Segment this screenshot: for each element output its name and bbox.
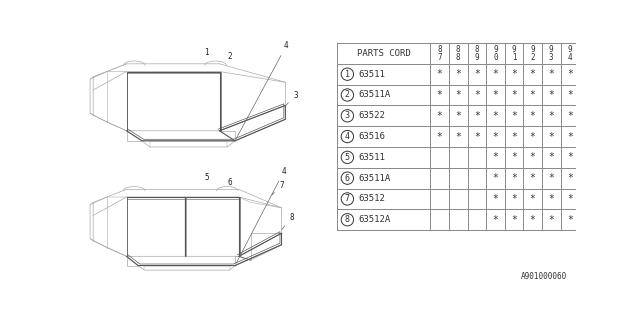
Text: *: * — [567, 111, 573, 121]
Text: 8: 8 — [282, 213, 294, 229]
Text: 5: 5 — [204, 173, 209, 182]
Text: 7: 7 — [272, 181, 284, 195]
Text: A901000060: A901000060 — [520, 272, 566, 281]
Text: *: * — [567, 69, 573, 79]
Text: *: * — [530, 173, 536, 183]
Text: *: * — [511, 90, 517, 100]
Text: 63516: 63516 — [358, 132, 385, 141]
Text: *: * — [474, 111, 480, 121]
Text: *: * — [567, 90, 573, 100]
Text: *: * — [455, 132, 461, 141]
Text: *: * — [436, 69, 442, 79]
Text: 4: 4 — [236, 41, 289, 138]
Text: *: * — [530, 90, 536, 100]
Text: *: * — [492, 69, 499, 79]
Text: *: * — [492, 90, 499, 100]
Text: 8
7: 8 7 — [437, 45, 442, 62]
Text: *: * — [530, 69, 536, 79]
Text: *: * — [548, 173, 554, 183]
Text: *: * — [567, 132, 573, 141]
Text: 8
8: 8 8 — [456, 45, 461, 62]
Text: *: * — [548, 69, 554, 79]
Text: 9
3: 9 3 — [549, 45, 554, 62]
Text: 9
2: 9 2 — [531, 45, 535, 62]
Text: *: * — [455, 69, 461, 79]
Text: *: * — [567, 173, 573, 183]
Text: *: * — [511, 111, 517, 121]
Text: *: * — [492, 152, 499, 162]
Text: 8
9: 8 9 — [474, 45, 479, 62]
Text: *: * — [474, 69, 480, 79]
Text: *: * — [511, 215, 517, 225]
Text: *: * — [492, 111, 499, 121]
Text: *: * — [511, 194, 517, 204]
Text: 9
1: 9 1 — [512, 45, 516, 62]
Text: PARTS CORD: PARTS CORD — [357, 49, 411, 58]
Text: *: * — [455, 90, 461, 100]
Text: 2: 2 — [345, 91, 350, 100]
Text: *: * — [567, 194, 573, 204]
Text: 63512A: 63512A — [358, 215, 390, 224]
Text: *: * — [548, 215, 554, 225]
Text: *: * — [436, 111, 442, 121]
Text: *: * — [436, 132, 442, 141]
Text: *: * — [548, 132, 554, 141]
Text: 6: 6 — [345, 174, 350, 183]
Text: 2: 2 — [227, 52, 232, 61]
Text: 63511: 63511 — [358, 153, 385, 162]
Text: *: * — [567, 215, 573, 225]
Text: 1: 1 — [345, 70, 350, 79]
Text: *: * — [511, 69, 517, 79]
Text: 63511: 63511 — [358, 70, 385, 79]
Text: 63511A: 63511A — [358, 174, 390, 183]
Text: *: * — [530, 111, 536, 121]
Text: *: * — [455, 111, 461, 121]
Text: 9
0: 9 0 — [493, 45, 498, 62]
Text: 3: 3 — [345, 111, 350, 120]
Text: *: * — [492, 215, 499, 225]
Text: *: * — [567, 152, 573, 162]
Text: 1: 1 — [204, 48, 209, 57]
Text: *: * — [492, 194, 499, 204]
Text: 63511A: 63511A — [358, 91, 390, 100]
Text: *: * — [548, 111, 554, 121]
Text: *: * — [530, 215, 536, 225]
Text: 4: 4 — [345, 132, 350, 141]
Text: *: * — [492, 132, 499, 141]
Text: *: * — [548, 90, 554, 100]
Text: *: * — [511, 152, 517, 162]
Text: 3: 3 — [285, 91, 298, 106]
Text: *: * — [548, 152, 554, 162]
Text: 6: 6 — [227, 178, 232, 187]
Text: 5: 5 — [345, 153, 350, 162]
Text: *: * — [530, 194, 536, 204]
Text: 9
4: 9 4 — [568, 45, 572, 62]
Text: 7: 7 — [345, 195, 350, 204]
Text: *: * — [530, 132, 536, 141]
Text: 4: 4 — [236, 167, 286, 263]
Text: *: * — [530, 152, 536, 162]
Text: 63522: 63522 — [358, 111, 385, 120]
Text: 63512: 63512 — [358, 195, 385, 204]
Text: *: * — [474, 90, 480, 100]
Text: *: * — [436, 90, 442, 100]
Text: *: * — [492, 173, 499, 183]
Text: 8: 8 — [345, 215, 350, 224]
Text: *: * — [511, 132, 517, 141]
Text: *: * — [511, 173, 517, 183]
Text: *: * — [474, 132, 480, 141]
Text: *: * — [548, 194, 554, 204]
